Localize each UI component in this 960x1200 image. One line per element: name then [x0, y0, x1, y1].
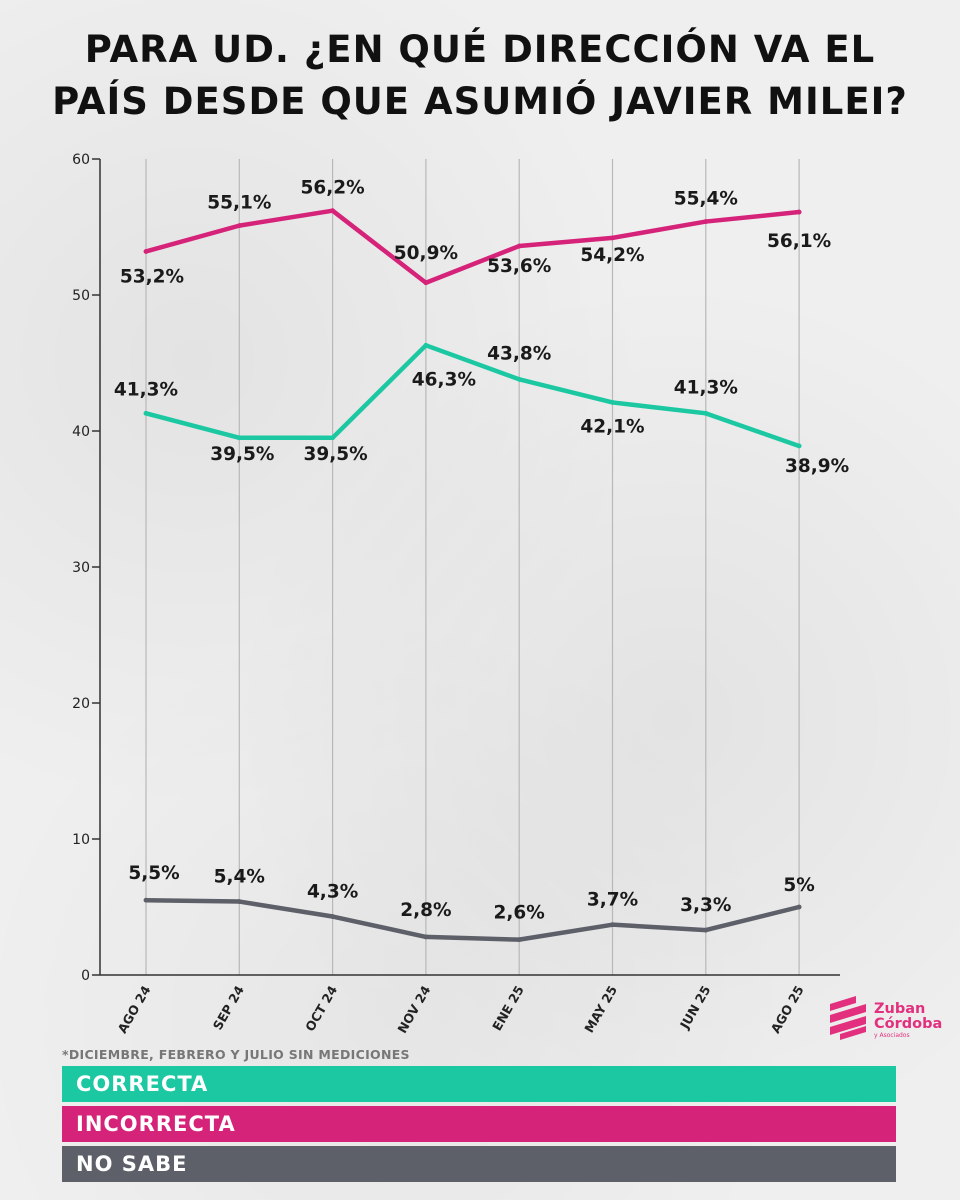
data-label-no-sabe: 3,3%	[680, 895, 731, 916]
legend-item-correcta: CORRECTA	[62, 1066, 896, 1102]
data-label-correcta: 42,1%	[580, 416, 644, 437]
data-label-incorrecta: 56,2%	[301, 178, 365, 199]
logo-line-1: Zuban	[874, 1001, 926, 1017]
data-label-correcta: 41,3%	[114, 379, 178, 400]
data-label-correcta: 39,5%	[304, 444, 368, 465]
data-label-correcta: 46,3%	[412, 369, 476, 390]
title-line-2: PAÍS DESDE QUE ASUMIÓ JAVIER MILEI?	[52, 80, 908, 123]
y-tick-label: 50	[72, 288, 90, 304]
data-label-no-sabe: 2,6%	[494, 903, 545, 924]
data-point-incorrecta	[796, 209, 802, 215]
data-label-incorrecta: 50,9%	[394, 243, 458, 264]
y-tick-label: 60	[72, 152, 90, 168]
footnote: *DICIEMBRE, FEBRERO Y JULIO SIN MEDICION…	[62, 1047, 410, 1062]
data-point-incorrecta	[703, 219, 709, 224]
data-point-incorrecta	[330, 208, 335, 214]
legend-item-no-sabe: NO SABE	[62, 1146, 896, 1182]
x-tick-label: AGO 24	[114, 983, 153, 1036]
data-label-incorrecta: 54,2%	[580, 245, 644, 266]
x-tick-label: AGO 25	[768, 983, 807, 1036]
data-label-incorrecta: 53,6%	[487, 256, 551, 277]
data-point-incorrecta	[516, 243, 522, 249]
data-label-incorrecta: 56,1%	[767, 231, 831, 252]
line-chart: 0 10 20 30 40 50 60 AGO 24 SEP 24 OCT 24 NOV 24 ENE…	[72, 152, 849, 1036]
data-label-correcta: 41,3%	[674, 377, 738, 398]
data-point-correcta	[236, 435, 242, 441]
legend-item-incorrecta: INCORRECTA	[62, 1106, 896, 1142]
data-point-no-sabe	[143, 897, 149, 903]
series-line-incorrecta	[143, 208, 802, 286]
data-label-no-sabe: 2,8%	[400, 900, 451, 921]
x-tick-label: OCT 24	[302, 983, 340, 1034]
data-point-incorrecta	[236, 223, 242, 229]
data-point-correcta	[143, 410, 149, 416]
y-tick-label: 0	[81, 968, 90, 984]
x-tick-label: SEP 24	[210, 983, 247, 1033]
y-tick-label: 30	[72, 560, 90, 576]
y-tick-label: 10	[72, 832, 90, 848]
data-label-no-sabe: 5,5%	[128, 863, 179, 884]
legend-label-incorrecta: INCORRECTA	[76, 1112, 236, 1136]
logo-line-2: Córdoba	[874, 1016, 943, 1032]
x-tick-label: MAY 25	[581, 983, 620, 1035]
data-label-incorrecta: 55,4%	[674, 189, 738, 210]
data-point-correcta	[423, 342, 429, 348]
data-label-correcta: 39,5%	[210, 444, 274, 465]
y-tick-label: 20	[72, 696, 90, 712]
x-tick-label: JUN 25	[676, 983, 713, 1032]
data-point-no-sabe	[516, 937, 522, 943]
series-line-correcta	[143, 343, 802, 449]
data-point-no-sabe	[796, 904, 802, 910]
x-tick-label: ENE 25	[489, 983, 527, 1033]
data-point-correcta	[796, 443, 802, 449]
x-tick-label: NOV 24	[394, 983, 433, 1036]
data-label-incorrecta: 53,2%	[120, 266, 184, 287]
data-point-correcta	[330, 435, 335, 441]
data-label-no-sabe: 3,7%	[587, 890, 638, 911]
data-label-no-sabe: 4,3%	[307, 882, 358, 903]
data-label-incorrecta: 55,1%	[207, 193, 271, 214]
data-point-no-sabe	[423, 934, 429, 940]
data-point-correcta	[703, 410, 709, 416]
y-tick-label: 40	[72, 424, 90, 440]
legend-label-no-sabe: NO SABE	[76, 1152, 188, 1176]
data-point-incorrecta	[610, 235, 615, 241]
brand-logo: Zuban Córdoba y Asociados	[826, 996, 942, 1046]
logo-line-3: y Asociados	[874, 1032, 910, 1039]
data-point-incorrecta	[423, 280, 429, 286]
data-point-incorrecta	[143, 249, 149, 254]
data-label-no-sabe: 5,4%	[214, 867, 265, 888]
logo-text: Zuban Córdoba y Asociados	[874, 1002, 942, 1040]
data-point-no-sabe	[610, 922, 615, 928]
chart-title: PARA UD. ¿EN QUÉ DIRECCIÓN VA EL PAÍS DE…	[0, 24, 960, 128]
series-line-no-sabe	[143, 897, 802, 942]
data-point-no-sabe	[330, 914, 335, 919]
data-point-correcta	[610, 400, 615, 405]
data-point-correcta	[516, 376, 522, 382]
title-line-1: PARA UD. ¿EN QUÉ DIRECCIÓN VA EL	[84, 28, 876, 71]
data-label-correcta: 38,9%	[785, 456, 849, 477]
data-point-no-sabe	[703, 927, 709, 933]
data-label-correcta: 43,8%	[487, 343, 551, 364]
data-point-no-sabe	[236, 899, 242, 904]
logo-mark-icon	[830, 996, 866, 1040]
data-label-no-sabe: 5%	[783, 875, 814, 896]
legend-label-correcta: CORRECTA	[76, 1072, 209, 1096]
